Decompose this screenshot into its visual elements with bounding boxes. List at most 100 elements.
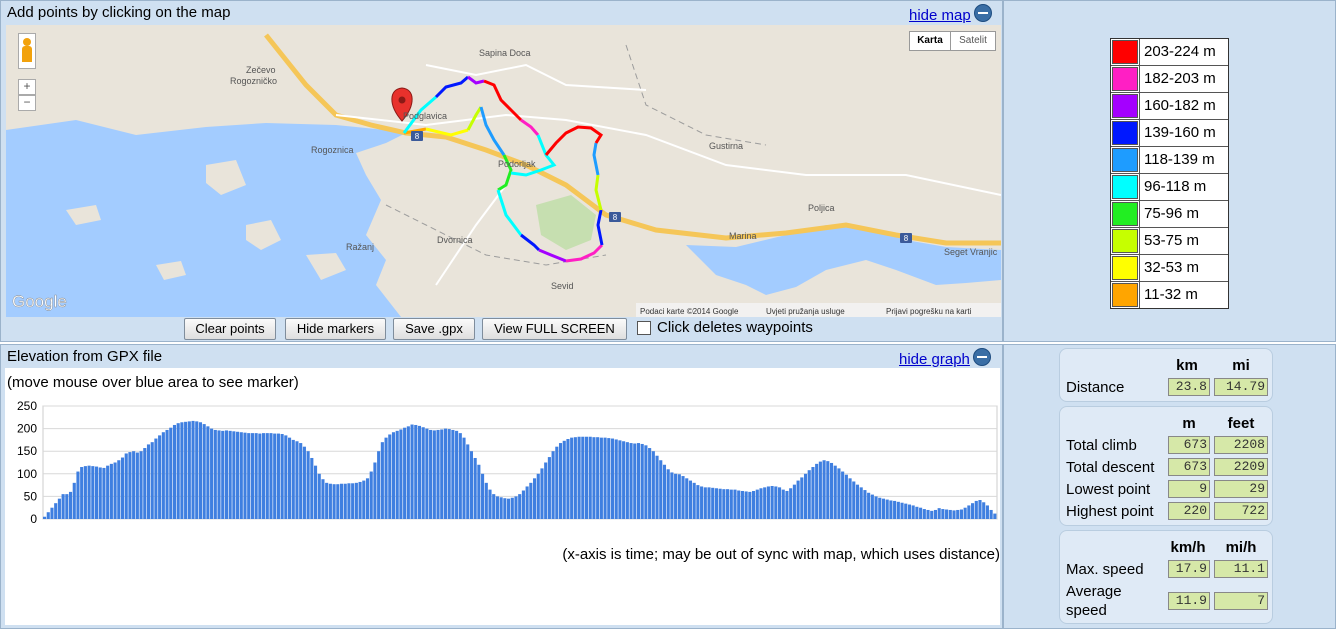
elevation-bar — [926, 509, 930, 519]
legend-label: 139-160 m — [1139, 120, 1228, 146]
map-svg[interactable]: 8 8 8 Sapina Doca Zečevo Rogozničko Rogo… — [6, 25, 1001, 317]
elevation-bar — [599, 437, 603, 519]
elevation-bar — [737, 490, 741, 519]
elevation-bar — [900, 502, 904, 519]
total-descent-label: Total descent — [1066, 459, 1155, 476]
gps-track-magenta2 — [565, 243, 604, 263]
clear-points-button[interactable]: Clear points — [184, 318, 276, 340]
place-label: Rogoznica — [311, 145, 354, 155]
hide-map-label[interactable]: hide map — [909, 7, 971, 24]
y-tick-label: 200 — [17, 422, 37, 436]
elevation-bar — [889, 500, 893, 519]
road — [425, 63, 647, 91]
elevation-bar — [72, 482, 76, 519]
park-area — [536, 195, 596, 250]
elevation-bar — [54, 503, 58, 519]
map-type-satelit-button[interactable]: Satelit — [950, 31, 996, 51]
sea-area — [6, 120, 406, 317]
y-tick-label: 0 — [30, 512, 37, 526]
elevation-bar — [692, 482, 696, 519]
elevation-bar — [584, 436, 589, 519]
elevation-bar — [313, 465, 318, 519]
hide-markers-button[interactable]: Hide markers — [285, 318, 386, 340]
elevation-bar — [273, 433, 277, 519]
elevation-bar — [473, 457, 477, 519]
elevation-bar — [521, 490, 525, 519]
elevation-bar — [451, 429, 455, 519]
legend-label: 32-53 m — [1139, 255, 1228, 281]
elevation-bar — [874, 496, 878, 519]
island — [246, 220, 281, 250]
map-canvas[interactable]: 8 8 8 Sapina Doca Zečevo Rogozničko Rogo… — [6, 25, 1001, 317]
elevation-bar — [629, 443, 633, 519]
elevation-bar — [789, 488, 793, 519]
elevation-bar — [443, 428, 448, 519]
average-speed-kmh: 11.9 — [1168, 592, 1210, 610]
kmh-header: km/h — [1170, 539, 1206, 556]
map-type-karta-button[interactable]: Karta — [909, 31, 951, 51]
elevation-bar — [829, 462, 834, 519]
elevation-bar — [514, 496, 518, 519]
elevation-bar — [481, 473, 485, 519]
road — [435, 184, 507, 286]
street-view-pegman-icon[interactable] — [18, 33, 36, 69]
svg-text:8: 8 — [613, 213, 618, 222]
y-tick-label: 250 — [17, 399, 37, 413]
elevation-bar — [610, 438, 615, 519]
elevation-bar — [369, 471, 373, 519]
gps-track-cyan2 — [496, 189, 523, 236]
elevation-bar — [176, 423, 180, 519]
elevation-bar — [414, 424, 418, 519]
elevation-bar — [236, 431, 240, 519]
elevation-bar — [98, 467, 102, 519]
elevation-bar — [61, 494, 65, 519]
elevation-bar — [592, 437, 596, 519]
elevation-bar — [94, 466, 99, 519]
elevation-bar — [135, 452, 139, 519]
save-gpx-button[interactable]: Save .gpx — [393, 318, 475, 340]
elevation-bar — [989, 509, 993, 519]
click-deletes-waypoints-checkbox[interactable] — [637, 321, 651, 335]
collapse-icon[interactable] — [973, 4, 992, 22]
legend-label: 203-224 m — [1139, 39, 1228, 65]
elevation-bar — [707, 487, 711, 519]
elevation-bar — [818, 461, 822, 519]
gps-track-cyan — [402, 95, 437, 134]
elevation-chart[interactable]: 0 50 100 150 200 250 — [5, 398, 1000, 568]
elevation-bar — [83, 466, 87, 519]
elevation-bar — [399, 429, 403, 519]
gps-track-red — [483, 79, 523, 122]
legend-label: 11-32 m — [1139, 282, 1228, 308]
elevation-bar — [867, 492, 871, 519]
elevation-bar — [703, 487, 707, 519]
elevation-bar — [198, 422, 203, 519]
elevation-bar — [291, 439, 295, 519]
zoom-out-button[interactable]: − — [18, 95, 36, 111]
elevation-bar — [154, 438, 158, 519]
hide-graph-label[interactable]: hide graph — [899, 351, 970, 368]
boundary — [625, 44, 767, 146]
elevation-bar — [373, 462, 377, 519]
elevation-bar — [896, 501, 900, 519]
island — [156, 261, 186, 280]
elevation-bar — [507, 498, 511, 519]
hide-graph-link[interactable]: hide graph — [899, 348, 991, 368]
hide-map-link[interactable]: hide map — [909, 4, 992, 24]
collapse-icon[interactable] — [972, 348, 991, 366]
elevation-bar — [566, 439, 570, 519]
legend-label: 160-182 m — [1139, 93, 1228, 119]
legend-label: 53-75 m — [1139, 228, 1228, 254]
elevation-bar — [685, 478, 689, 519]
elevation-bar — [570, 437, 574, 519]
zoom-in-button[interactable]: + — [18, 79, 36, 95]
elevation-bar — [191, 420, 195, 519]
elevation-bar — [781, 489, 785, 519]
elevation-bar — [752, 490, 756, 519]
elevation-bar — [841, 471, 845, 519]
fullscreen-button[interactable]: View FULL SCREEN — [482, 318, 627, 340]
total-descent-m: 673 — [1168, 458, 1210, 476]
distance-km-value: 23.8 — [1168, 378, 1210, 396]
gps-track-blue2 — [520, 233, 541, 252]
elevation-bar — [165, 429, 169, 519]
elevation-bar — [655, 455, 659, 519]
